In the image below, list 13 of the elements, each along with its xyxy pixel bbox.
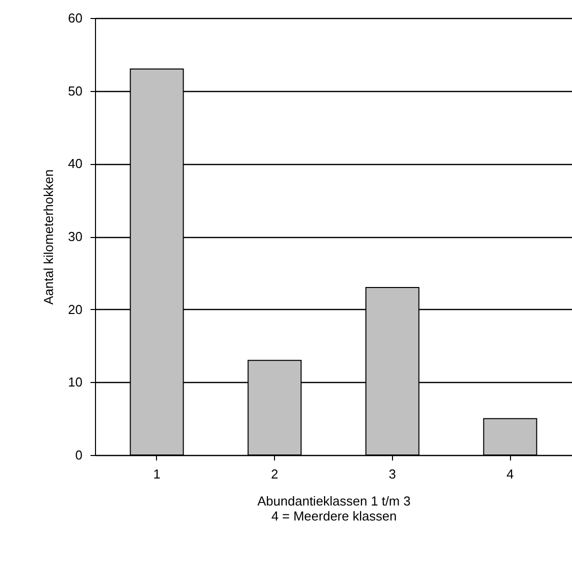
- y-tick-label: 40: [68, 156, 82, 172]
- y-tick-label: 60: [68, 10, 82, 26]
- y-tick-label: 50: [68, 83, 82, 98]
- y-axis-title: Aantal kilometerhokken: [41, 169, 56, 305]
- x-axis-title: Abundantieklassen 1 t/m 3 4 = Meerdere klassen: [257, 494, 411, 524]
- y-tick-label: 30: [68, 229, 82, 244]
- x-tick-label: 2: [270, 466, 278, 482]
- x-tick-label: 1: [153, 466, 160, 482]
- y-tick-label: 20: [68, 302, 82, 317]
- x-tick-label: 4: [506, 466, 514, 482]
- y-tick-label: 10: [68, 374, 82, 390]
- y-tick-label: 0: [75, 448, 82, 462]
- x-tick-label: 3: [388, 466, 396, 482]
